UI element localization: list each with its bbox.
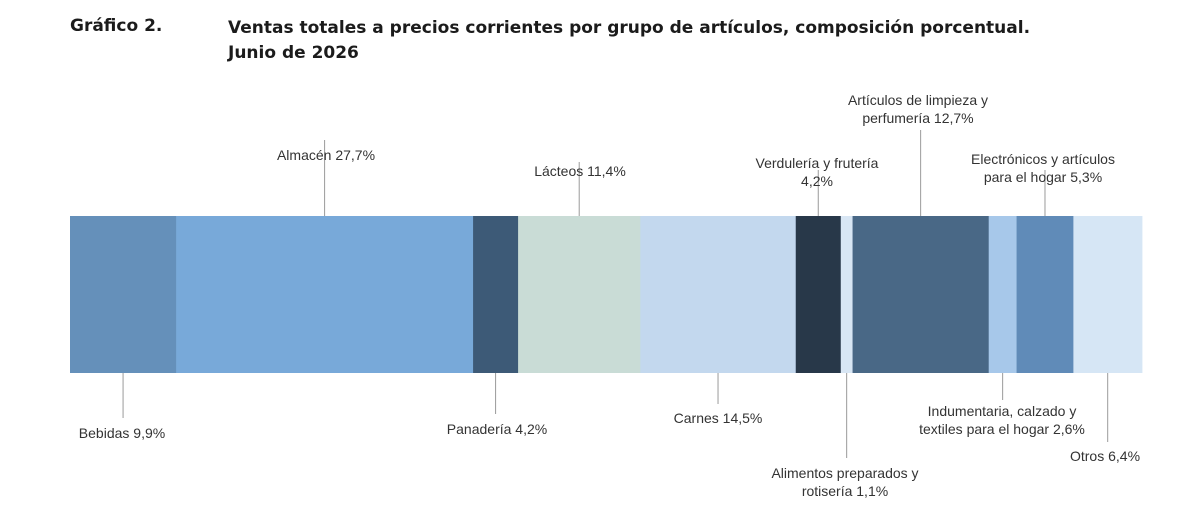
- segment-label-line: Lácteos 11,4%: [534, 163, 626, 179]
- chart-title-line-2: Junio de 2026: [228, 43, 359, 63]
- segment-label-9: Indumentaria, calzado y textiles para el …: [919, 403, 1085, 437]
- segment-label-line: Electrónicos y artículos: [971, 151, 1115, 167]
- bar-segment-1: [70, 216, 177, 373]
- segment-label-line: Carnes 14,5%: [674, 410, 763, 426]
- segment-label-line: Alimentos preparados y: [771, 465, 918, 481]
- bar-segment-9: [988, 216, 1017, 373]
- bar-segment-2: [176, 216, 474, 373]
- segment-label-line: Almacén 27,7%: [277, 147, 375, 163]
- segment-label-7: Alimentos preparados y rotisería 1,1%: [771, 465, 918, 499]
- segment-label-10: Electrónicos y artículos para el hogar 5,…: [971, 151, 1115, 185]
- segment-label-line: Indumentaria, calzado y: [928, 403, 1077, 419]
- segment-label-line: Artículos de limpieza y: [848, 92, 988, 108]
- bar-segment-11: [1073, 216, 1143, 373]
- segment-label-8: Artículos de limpieza y perfumería 12,7%: [848, 92, 988, 126]
- segment-label-4: Lácteos 11,4%: [534, 163, 626, 179]
- chart-title-line-1: Ventas totales a precios corrientes por …: [228, 18, 1031, 38]
- segment-label-line: rotisería 1,1%: [802, 483, 888, 499]
- segment-label-line: para el hogar 5,3%: [984, 169, 1102, 185]
- segment-label-5: Carnes 14,5%: [674, 410, 763, 426]
- bar-segment-3: [473, 216, 519, 373]
- bar-segment-6: [795, 216, 842, 373]
- bar-segment-8: [852, 216, 990, 373]
- segment-label-line: 4,2%: [801, 173, 833, 189]
- chart-number: Gráfico 2.: [70, 16, 163, 36]
- segment-label-3: Panadería 4,2%: [447, 421, 547, 437]
- segment-label-line: perfumería 12,7%: [862, 110, 973, 126]
- segment-label-1: Bebidas 9,9%: [79, 425, 165, 441]
- segment-label-2: Almacén 27,7%: [277, 147, 375, 163]
- segment-label-11: Otros 6,4%: [1070, 448, 1140, 464]
- bar-segment-7: [840, 216, 853, 373]
- segment-label-line: textiles para el hogar 2,6%: [919, 421, 1085, 437]
- segment-label-6: Verdulería y frutería 4,2%: [756, 155, 879, 189]
- bar-segment-5: [640, 216, 797, 373]
- segment-label-line: Bebidas 9,9%: [79, 425, 165, 441]
- segment-label-line: Otros 6,4%: [1070, 448, 1140, 464]
- chart-title: Ventas totales a precios corrientes por …: [228, 16, 1148, 66]
- segment-label-line: Verdulería y frutería: [756, 155, 879, 171]
- bar-segment-4: [518, 216, 641, 373]
- bar-segment-10: [1016, 216, 1074, 373]
- segment-label-line: Panadería 4,2%: [447, 421, 547, 437]
